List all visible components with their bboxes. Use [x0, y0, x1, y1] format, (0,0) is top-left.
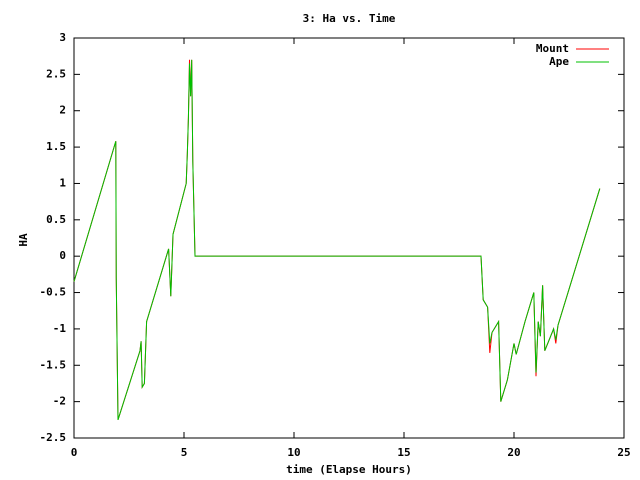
y-tick-label: 3 — [59, 31, 66, 44]
y-tick-label: -2 — [53, 395, 66, 408]
y-tick-label: 0 — [59, 249, 66, 262]
y-tick-label: -2.5 — [40, 431, 67, 444]
y-axis-label: HA — [17, 233, 30, 247]
x-tick-label: 0 — [71, 446, 78, 459]
y-tick-label: 2.5 — [46, 67, 66, 80]
y-tick-label: -1.5 — [40, 358, 67, 371]
x-tick-label: 10 — [287, 446, 300, 459]
plot-frame — [73, 37, 625, 439]
legend-label: Mount — [536, 42, 569, 55]
series-line — [73, 59, 601, 420]
y-tick-label: 0.5 — [46, 213, 66, 226]
y-tick-label: -1 — [53, 322, 67, 335]
y-tick-label: -0.5 — [40, 286, 67, 299]
x-tick-label: 15 — [397, 446, 410, 459]
x-axis-label: time (Elapse Hours) — [286, 463, 412, 476]
x-tick-label: 25 — [617, 446, 630, 459]
y-tick-label: 2 — [59, 104, 66, 117]
chart-title: 3: Ha vs. Time — [303, 12, 396, 25]
x-tick-label: 5 — [181, 446, 188, 459]
legend-label: Ape — [549, 55, 569, 68]
y-tick-label: 1 — [59, 176, 66, 189]
y-tick-label: 1.5 — [46, 140, 66, 153]
x-tick-label: 20 — [507, 446, 520, 459]
series-line — [73, 59, 601, 420]
